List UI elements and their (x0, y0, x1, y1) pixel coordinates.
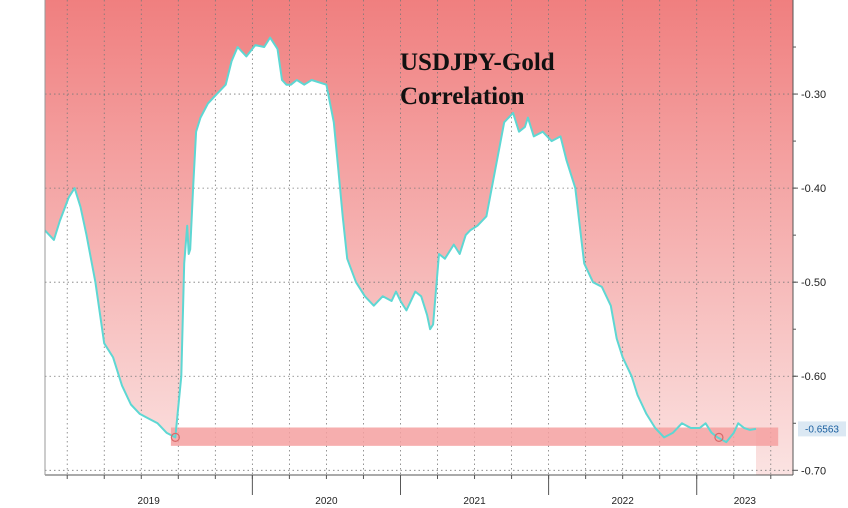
y-tick-label: -0.30 (801, 89, 826, 101)
correlation-area (45, 37, 756, 475)
x-tick-label: 2021 (463, 496, 486, 507)
y-axis-ticks: -0.30 -0.40 -0.50 -0.60 -0.70 (793, 46, 826, 477)
chart-title-line-2: Correlation (400, 83, 525, 110)
grid (45, 0, 793, 475)
x-axis-ticks: 2019 2020 2021 2022 2023 (66, 475, 772, 507)
x-tick-label: 2023 (734, 496, 757, 507)
y-tick-label: -0.40 (801, 183, 826, 195)
x-tick-label: 2019 (138, 496, 161, 507)
highlight-markers (170, 432, 724, 442)
highlight-band (170, 427, 779, 446)
correlation-line (45, 36, 757, 444)
last-value-label: -0.6563 (798, 421, 846, 437)
low-marker (714, 432, 724, 442)
y-tick-label: -0.70 (801, 465, 826, 477)
last-value-text: -0.6563 (805, 424, 839, 435)
x-tick-label: 2020 (315, 496, 338, 507)
chart-title-line-1: USDJPY-Gold (400, 49, 555, 76)
y-tick-label: -0.60 (801, 371, 826, 383)
low-marker (170, 432, 180, 442)
x-tick-label: 2022 (612, 496, 635, 507)
y-tick-label: -0.50 (801, 277, 826, 289)
